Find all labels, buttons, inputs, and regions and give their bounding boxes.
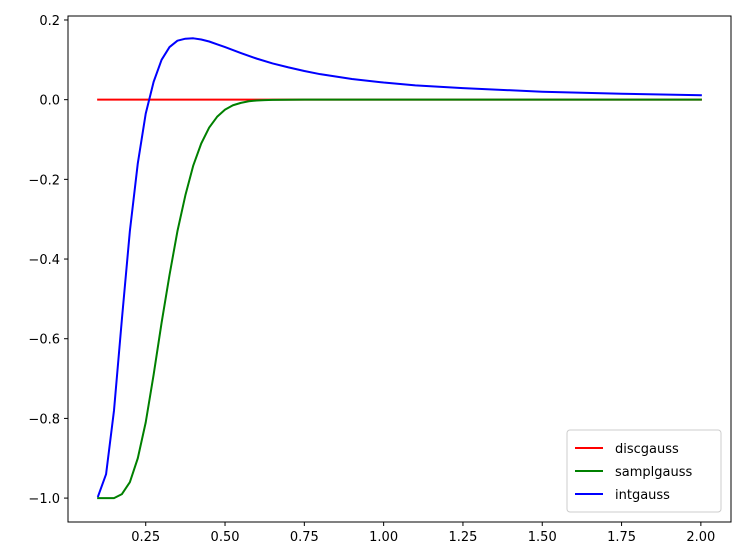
x-tick-label: 2.00: [686, 530, 715, 545]
series-line-samplgauss: [97, 98, 702, 500]
x-tick-label: 1.25: [448, 530, 477, 545]
y-tick-label: −0.6: [28, 333, 60, 348]
x-tick-label: 0.50: [211, 530, 240, 545]
legend-box: [566, 429, 722, 513]
y-tick-label: −1.0: [28, 492, 60, 507]
legend-label-intgauss: intgauss: [615, 488, 670, 503]
plot-area: [96, 37, 702, 500]
axes-frame: [67, 15, 732, 523]
y-tick-label: 0.2: [39, 14, 60, 29]
x-tick-label: 1.75: [607, 530, 636, 545]
x-tick-label: 0.75: [290, 530, 319, 545]
series-line-intgauss: [96, 37, 702, 498]
legend-label-discgauss: discgauss: [615, 442, 679, 457]
y-tick-label: 0.0: [39, 94, 60, 109]
y-tick-label: −0.2: [28, 173, 60, 188]
x-tick-label: 1.50: [528, 530, 557, 545]
x-tick-label: 0.25: [131, 530, 160, 545]
y-tick-label: −0.4: [28, 253, 60, 268]
axes: 0.25 0.50 0.75 1.00 1.25 1.50 1.75 2.00 −1.0 −0.8…: [28, 14, 732, 545]
x-tick-label: 1.00: [369, 530, 398, 545]
legend-label-samplgauss: samplgauss: [615, 465, 692, 480]
legend: discgauss samplgauss intgauss: [566, 429, 722, 513]
y-tick-label: −0.8: [28, 412, 60, 427]
